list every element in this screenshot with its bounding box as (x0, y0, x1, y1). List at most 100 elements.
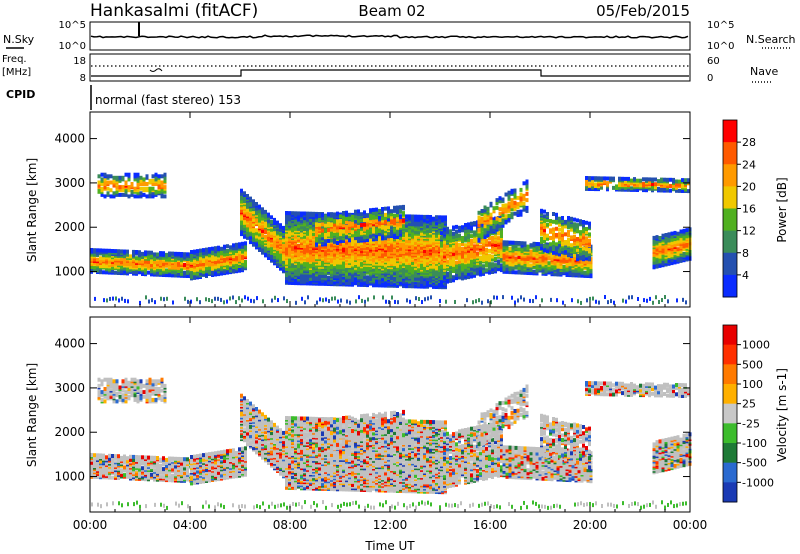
power-cell (483, 235, 487, 239)
nsearch-label: N.Search (746, 33, 796, 46)
power-cell (464, 254, 467, 258)
power-cell (440, 251, 443, 256)
power-cell (396, 205, 399, 210)
power-cell (470, 249, 473, 254)
power-cell (244, 241, 247, 246)
power-cell (372, 232, 375, 237)
power-cell (318, 225, 321, 230)
power-cell (93, 248, 96, 253)
power-cell (300, 211, 303, 216)
power-cell (516, 195, 520, 200)
power-cell (435, 215, 438, 220)
power-cell (211, 262, 214, 267)
power-cell (508, 240, 512, 245)
power-cell (390, 218, 393, 223)
power-cell (156, 252, 159, 257)
power-cell (246, 201, 249, 206)
power-cell (348, 238, 351, 243)
power-cell (486, 230, 490, 235)
power-cell (492, 220, 496, 225)
power-cell (163, 172, 167, 177)
power-cell (264, 228, 267, 233)
power-cell (381, 264, 384, 269)
power-cell (211, 254, 214, 259)
power-cell (396, 210, 399, 215)
power-cell (100, 182, 104, 186)
power-cell (444, 215, 447, 220)
power-cell (106, 186, 110, 191)
power-cell (235, 242, 238, 247)
power-cell (507, 213, 511, 218)
power-cell (354, 209, 357, 214)
power-cell (249, 221, 252, 226)
power-cell (249, 227, 252, 232)
power-cell (118, 192, 122, 197)
power-cell (507, 207, 511, 212)
power-cell (477, 237, 481, 242)
power-cell (520, 256, 524, 261)
power-cell (525, 198, 529, 203)
power-cell (485, 263, 488, 268)
power-cell (282, 247, 285, 252)
power-cell (482, 247, 485, 252)
power-cell (336, 228, 339, 233)
power-cell (458, 270, 461, 275)
power-cell (470, 258, 473, 263)
power-cell (103, 177, 107, 182)
power-cell (264, 248, 267, 253)
power-cell (479, 266, 482, 271)
power-cell (390, 215, 393, 220)
power-cell (504, 206, 508, 211)
power-cell (121, 192, 125, 197)
power-cell (235, 255, 238, 260)
power-cell (108, 248, 111, 253)
power-cell (351, 230, 354, 235)
power-cell (342, 223, 345, 228)
power-cell (151, 174, 155, 179)
power-cell (177, 251, 180, 256)
power-cell (252, 203, 255, 208)
power-cell (327, 231, 330, 236)
power-cell (504, 203, 508, 208)
power-cell (500, 238, 503, 243)
power-cell (96, 257, 99, 262)
power-cell (387, 209, 390, 214)
power-cell (351, 222, 354, 227)
power-cell (351, 214, 354, 219)
power-cell (214, 272, 217, 277)
power-cell (449, 229, 452, 234)
power-cell (360, 281, 363, 286)
power-cell (500, 251, 503, 255)
power-cell (470, 266, 473, 271)
power-cell (315, 229, 318, 234)
power-cell (121, 185, 125, 190)
power-cell (327, 228, 330, 232)
power-cell (288, 211, 291, 216)
power-cell (342, 232, 345, 237)
power-cell (315, 221, 318, 226)
power-cell (321, 213, 324, 218)
power-cell (507, 190, 511, 195)
power-cell (240, 216, 243, 221)
power-cell (243, 191, 246, 196)
power-cell (264, 234, 267, 239)
power-cell (112, 178, 116, 183)
power-cell (357, 232, 360, 237)
power-cell (417, 214, 420, 219)
power-cell (342, 229, 345, 234)
power-cell (461, 236, 464, 240)
power-cell (479, 250, 482, 255)
power-cell (193, 275, 196, 280)
power-cell (488, 253, 491, 258)
power-cell (513, 200, 517, 205)
power-cell (132, 249, 135, 254)
power-cell (517, 241, 521, 245)
power-cell (498, 211, 502, 216)
power-cell (333, 238, 336, 243)
power-cell (226, 270, 229, 275)
power-cell (477, 215, 481, 220)
power-cell (372, 211, 375, 215)
power-cell (510, 215, 514, 220)
power-cell (393, 213, 396, 218)
